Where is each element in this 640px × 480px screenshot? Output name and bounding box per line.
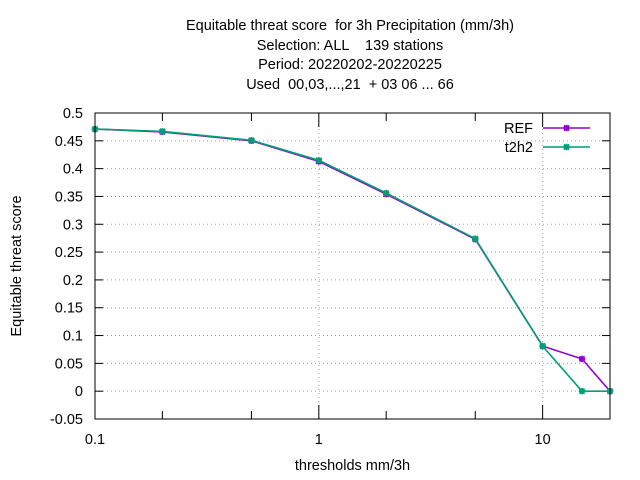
y-tick-label: -0.05 [50,412,83,428]
legend: REF t2h2 [504,121,590,156]
data-point-core [248,137,255,143]
tick-labels: -0.05 0 0.05 0.1 0.15 0.2 0.25 0.3 0.35 0.4 0.45 0.… [50,106,551,448]
axis-ticks [94,112,611,420]
data-point-core [472,236,478,242]
legend-marker-core [563,125,570,131]
series-lines [91,125,614,395]
y-axis-label: Equitable threat score [9,195,25,336]
selection-subtitle: Selection: ALL 139 stations [256,37,444,54]
y-tick-label: 0.25 [55,245,83,261]
y-tick-label: 0.35 [55,189,83,205]
data-point-core [579,356,585,362]
data-point-core [383,190,389,196]
data-point-core [579,388,585,394]
period-subtitle: Period: 20220202-20220225 [258,57,442,73]
series-t2h2 [91,125,614,395]
x-tick-label: 10 [535,432,551,448]
y-tick-label: 0.1 [63,329,83,345]
y-tick-label: 0 [75,384,83,400]
series-line-ref [94,128,611,392]
x-tick-label: 0.1 [85,432,105,448]
y-tick-label: 0.05 [55,356,83,372]
grid [95,113,610,419]
x-tick-label: 1 [315,432,323,448]
plot-frame [94,112,611,420]
legend-label: REF [504,121,533,137]
y-tick-label: 0.2 [63,273,83,289]
chart-title-block: Equitable threat score for 3h Precipitat… [0,17,640,95]
data-point-core [316,157,322,163]
legend-label: t2h2 [505,140,533,156]
y-tick-label: 0.15 [55,301,83,317]
y-tick-label: 0.45 [55,134,83,150]
y-tick-label: 0.5 [63,106,83,122]
data-point-core [540,343,546,349]
y-tick-label: 0.3 [63,217,83,233]
used-subtitle: Used 00,03,...,21 + 03 06 ... 66 [246,76,454,93]
series-line-t2h2 [94,128,610,393]
legend-marker-core [563,144,570,150]
data-point-core [159,128,165,134]
series-ref [91,125,614,395]
y-tick-label: 0.4 [63,162,83,178]
x-axis-label: thresholds mm/3h [295,458,410,474]
chart-title: Equitable threat score for 3h Precipitat… [185,18,514,34]
